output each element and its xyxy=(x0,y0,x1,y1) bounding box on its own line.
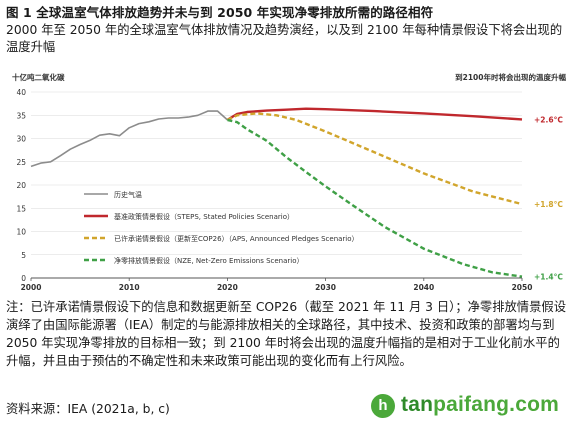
y-tick-label: 25 xyxy=(16,158,26,167)
emissions-chart: 十亿吨二氧化碳 到2100年时将会出现的温度升幅 0 5 10 15 20 25 30 35 4… xyxy=(0,58,571,294)
watermark-text: tanpaifang.com xyxy=(401,393,559,417)
figure-note: 注：已许承诺情景假设下的信息和数据更新至 COP26（截至 2021 年 11 … xyxy=(6,300,566,368)
end-label-2: +1.8°C xyxy=(534,200,563,209)
figure-subtitle: 2000 年至 2050 年的全球温室气体排放情况及趋势演经，以及到 2100 … xyxy=(6,23,563,54)
figure-title: 图 1 全球温室气体排放趋势并未与到 2050 年实现净零排放所需的路径相符 xyxy=(6,5,434,20)
series-line-1 xyxy=(226,107,523,121)
legend-label-2: 已许承诺情景假设（更新至COP26）（APS, Announced Pledge… xyxy=(114,234,359,243)
watermark: h tanpaifang.com xyxy=(371,392,566,422)
y-tick-label: 40 xyxy=(16,88,26,97)
legend-label-0: 历史气温 xyxy=(114,190,142,199)
temperature-header: 到2100年时将会出现的温度升幅 xyxy=(455,72,566,82)
x-tick-label: 2040 xyxy=(413,283,434,292)
y-tick-label: 10 xyxy=(16,228,26,237)
y-tick-label: 0 xyxy=(21,274,26,283)
watermark-text-a: tan xyxy=(401,393,434,416)
gridlines xyxy=(31,91,522,279)
series-lines xyxy=(30,107,523,278)
x-tick-label: 2000 xyxy=(21,283,42,292)
y-tick-label: 15 xyxy=(16,204,26,213)
chart-svg: 十亿吨二氧化碳 到2100年时将会出现的温度升幅 0 5 10 15 20 25 30 35 4… xyxy=(12,72,566,292)
end-label-1: +2.6°C xyxy=(534,115,563,124)
y-axis-label: 十亿吨二氧化碳 xyxy=(12,72,65,82)
x-tick-label: 2030 xyxy=(315,283,336,292)
watermark-text-b: paifang.com xyxy=(433,393,559,416)
end-labels: +2.6°C +1.8°C +1.4°C xyxy=(534,115,563,281)
series-line-0 xyxy=(30,110,228,168)
end-label-3: +1.4°C xyxy=(534,273,563,282)
watermark-logo-icon: h xyxy=(371,394,395,418)
source-line: 资料来源：IEA (2021a, b, c) xyxy=(6,402,170,416)
y-tick-label: 20 xyxy=(16,181,26,190)
axis-ticks: 0 5 10 15 20 25 30 35 40 2000 2010 2020 2030 2040 2050 xyxy=(16,88,532,292)
series-line-3 xyxy=(227,118,523,278)
y-tick-label: 30 xyxy=(16,135,26,144)
y-tick-label: 35 xyxy=(16,111,26,120)
legend-label-3: 净零排放情景假设（NZE, Net-Zero Emissions Scenari… xyxy=(114,256,304,265)
series-line-2 xyxy=(226,112,523,206)
x-tick-label: 2050 xyxy=(512,283,533,292)
legend-label-1: 基准政策情景假设（STEPS, Stated Policies Scenario… xyxy=(114,212,294,221)
x-tick-label: 2010 xyxy=(119,283,140,292)
x-tick-label: 2020 xyxy=(217,283,238,292)
y-tick-label: 5 xyxy=(21,251,26,260)
